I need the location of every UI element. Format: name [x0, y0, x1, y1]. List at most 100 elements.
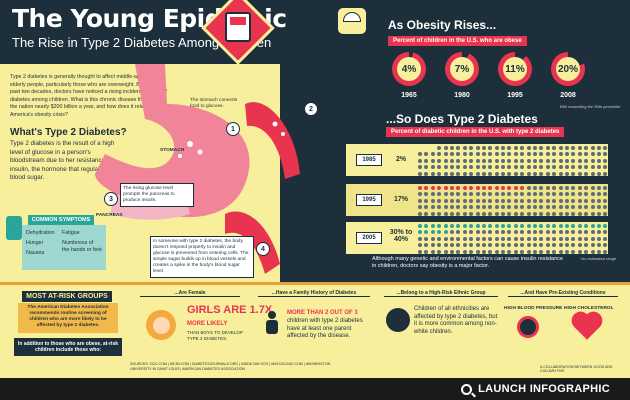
diabetes-dot [424, 158, 429, 163]
diabetes-dot [545, 165, 550, 170]
diabetes-dot [501, 146, 506, 150]
diabetes-dot [430, 224, 435, 228]
diabetes-dot [449, 158, 454, 163]
diabetes-dot [558, 192, 563, 197]
diabetes-dot [513, 249, 518, 254]
female-stat: GIRLS ARE 1.7X [187, 304, 273, 316]
diabetes-dot [430, 249, 435, 254]
diabetes-dot [456, 243, 461, 248]
obesity-value: 20% [556, 57, 580, 81]
diabetes-dot [571, 165, 576, 170]
diabetes-dot [552, 198, 557, 203]
diabetes-dot [571, 211, 576, 216]
diabetes-dot [437, 236, 442, 241]
diabetes-dot [507, 243, 512, 248]
diabetes-dot [533, 205, 538, 210]
diabetes-dot [590, 230, 595, 235]
family-heading: ...Have a Family History of Diabetes [258, 290, 370, 297]
obesity-ring: 7% [445, 52, 479, 86]
diabetes-dot [488, 171, 493, 176]
girl-face-icon [153, 317, 170, 334]
diabetes-dot [443, 186, 448, 190]
diabetes-dot [539, 158, 544, 163]
diabetes-dot [469, 224, 474, 228]
diabetes-dot [596, 171, 601, 176]
diabetes-dot [430, 205, 435, 210]
diabetes-dot [494, 249, 499, 254]
diabetes-dot [430, 146, 435, 150]
diabetes-dot [533, 249, 538, 254]
obesity-year: 1965 [401, 92, 417, 99]
diabetes-dot [526, 205, 531, 210]
diabetes-dot [469, 205, 474, 210]
diabetes-dot [552, 146, 557, 150]
diabetes-dot [564, 205, 569, 210]
diabetes-dot [424, 192, 429, 197]
diabetes-dot [488, 146, 493, 150]
diabetes-dot [494, 152, 499, 157]
diabetes-dot [564, 152, 569, 157]
diabetes-dot [418, 158, 422, 163]
diabetes-dot [475, 205, 480, 210]
diabetes-dot [571, 230, 576, 235]
diabetes-dot [462, 236, 467, 241]
diabetes-dot [424, 230, 429, 235]
diabetes-dot [533, 224, 538, 228]
estimate-note: *An estimated range [580, 256, 617, 261]
diabetes-dot [430, 243, 435, 248]
diabetes-dot [443, 205, 448, 210]
diabetes-dot [545, 158, 550, 163]
diabetes-dot [526, 230, 531, 235]
diabetes-dot [603, 152, 608, 157]
diabetes-dot [488, 158, 493, 163]
diabetes-dot [564, 211, 569, 216]
diabetes-dot [456, 146, 461, 150]
diabetes-dot [443, 146, 448, 150]
ethnic-desc: Children of all ethnicities are affected… [414, 306, 498, 335]
diabetes-dot [437, 243, 442, 248]
diabetes-dot-grid [418, 224, 608, 255]
diabetes-dot [469, 171, 474, 176]
diabetes-dot [571, 205, 576, 210]
diabetes-dot [475, 165, 480, 170]
diabetes-row-year: 2005 [356, 232, 382, 244]
diabetes-dot [552, 205, 557, 210]
step-4-marker: 4 [256, 242, 270, 256]
obesity-value: 4% [397, 57, 421, 81]
diabetes-dot [449, 192, 454, 197]
diabetes-dot [571, 171, 576, 176]
diabetes-dot [520, 146, 525, 150]
water-bottle-icon [6, 216, 22, 240]
obesity-title: As Obesity Rises... [388, 18, 497, 32]
diabetes-dot [577, 171, 582, 176]
diabetes-dot [590, 158, 595, 163]
diabetes-dot [469, 192, 474, 197]
diabetes-dot [577, 146, 582, 150]
diabetes-dot [545, 198, 550, 203]
diabetes-note: Although many genetic and environmental … [372, 256, 564, 269]
title-band [0, 0, 630, 64]
diabetes-dot [526, 171, 531, 176]
diabetes-dot [437, 205, 442, 210]
diabetes-dot [418, 192, 422, 197]
launch-infographic-button[interactable]: LAUNCH INFOGRAPHIC [461, 381, 610, 397]
diabetes-dot [443, 158, 448, 163]
diabetes-dot [462, 165, 467, 170]
diabetes-dot [437, 171, 442, 176]
diabetes-dot [584, 171, 589, 176]
diabetes-dot [603, 171, 608, 176]
diabetes-dot [596, 158, 601, 163]
launch-label: LAUNCH INFOGRAPHIC [478, 383, 610, 395]
symptoms-title: COMMON SYMPTOMS [28, 215, 94, 225]
diabetes-dot [564, 230, 569, 235]
diabetes-dot [558, 158, 563, 163]
vessel-label: BLOOD VESSEL [310, 128, 329, 139]
diabetes-dot [418, 146, 422, 150]
diabetes-dot [501, 205, 506, 210]
diabetes-dot [481, 205, 486, 210]
diabetes-dot [596, 192, 601, 197]
diabetes-dot [462, 171, 467, 176]
diabetes-dot [462, 198, 467, 203]
diabetes-dot [437, 211, 442, 216]
diabetes-dot [469, 146, 474, 150]
